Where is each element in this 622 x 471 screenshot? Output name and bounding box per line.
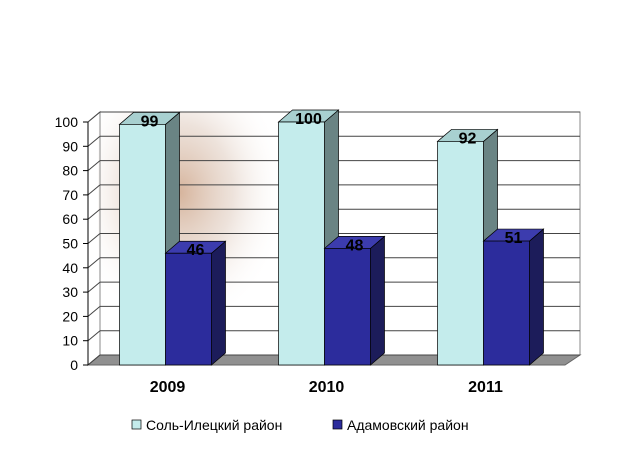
grid-line (87, 281, 101, 293)
grid-line (87, 330, 101, 342)
bar-side (211, 240, 226, 366)
y-tick-label: 20 (62, 308, 78, 324)
y-tick-label: 10 (62, 333, 78, 349)
grid-line (87, 306, 101, 317)
bar-front (119, 124, 166, 366)
y-tick-label: 60 (62, 211, 78, 227)
data-label: 100 (295, 111, 322, 128)
x-tick-label: 2009 (150, 379, 186, 396)
bar (482, 228, 545, 366)
y-tick-label: 80 (62, 163, 78, 179)
grid-line (87, 184, 101, 196)
y-tick-label: 70 (62, 187, 78, 203)
y-tick-label: 30 (62, 284, 78, 300)
grid-line (87, 257, 101, 269)
bar-side (529, 228, 544, 366)
bar (323, 235, 386, 366)
y-tick-label: 100 (55, 114, 79, 130)
bar-front (324, 248, 371, 366)
x-tick-label: 2011 (468, 379, 503, 396)
grid-line (87, 160, 101, 171)
bar (164, 240, 227, 366)
legend-label: Соль-Илецкий район (146, 417, 282, 433)
bar-front (437, 141, 484, 366)
data-label: 48 (346, 237, 364, 254)
grid-line (87, 354, 101, 366)
y-tick-label: 40 (62, 260, 78, 276)
data-label: 92 (459, 130, 477, 147)
legend-label: Адамовский район (347, 417, 469, 433)
data-label: 46 (187, 242, 205, 259)
grid-line (87, 208, 101, 220)
bar-front (483, 240, 530, 366)
grid-line (87, 233, 101, 244)
legend-swatch (332, 419, 343, 430)
legend-swatch (131, 419, 142, 430)
y-tick-label: 0 (70, 357, 78, 373)
y-tick-label: 90 (62, 138, 78, 154)
data-label: 99 (141, 113, 159, 130)
grid-line (87, 135, 101, 147)
grid-line (87, 111, 101, 123)
bar-front (278, 121, 325, 366)
bar-side (370, 235, 385, 366)
bar-front (165, 252, 212, 366)
y-tick-label: 50 (62, 236, 78, 252)
data-label: 51 (505, 230, 523, 247)
x-tick-label: 2010 (309, 379, 345, 396)
